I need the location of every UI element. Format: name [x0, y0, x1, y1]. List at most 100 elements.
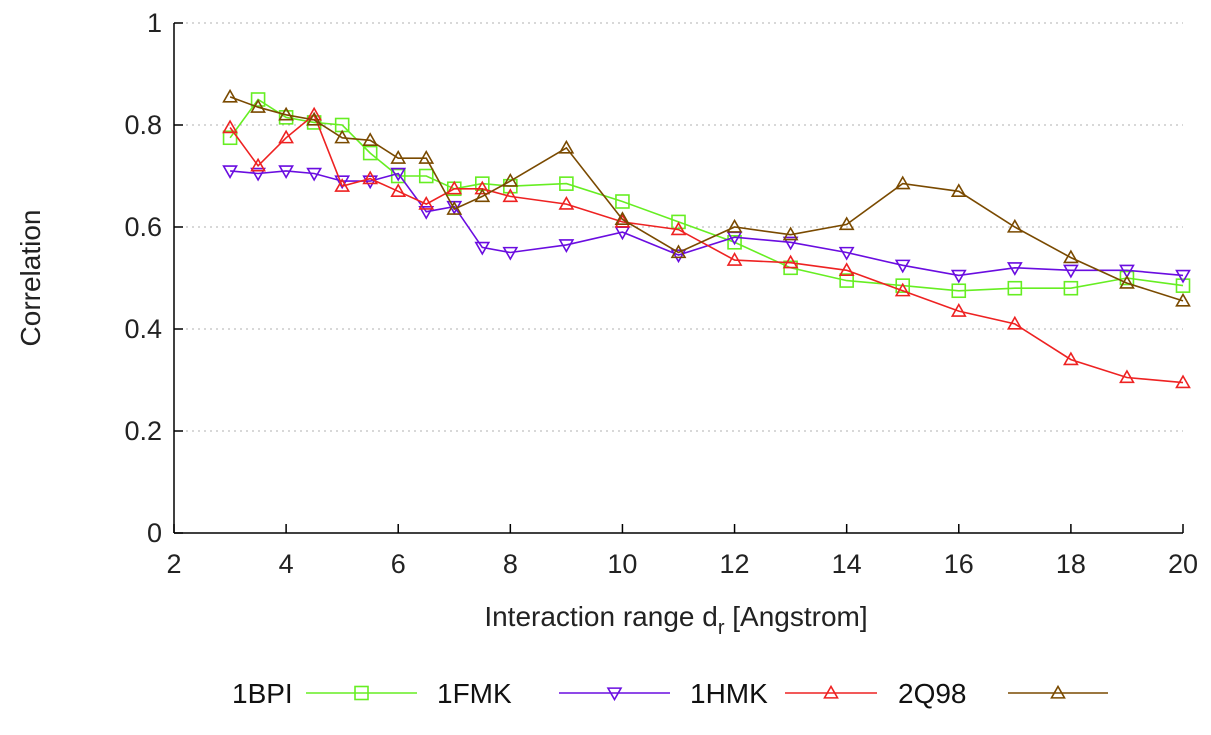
data-point — [726, 252, 743, 266]
y-axis-title: Correlation — [15, 210, 46, 347]
data-point — [950, 183, 967, 197]
data-point — [418, 195, 435, 210]
y-tick-label: 0.4 — [124, 314, 162, 344]
x-tick-label: 20 — [1168, 549, 1198, 579]
x-tick-label: 12 — [720, 549, 750, 579]
data-point — [558, 139, 575, 154]
data-point — [250, 99, 266, 113]
data-point — [390, 183, 407, 197]
x-tick-label: 10 — [607, 549, 637, 579]
data-point — [334, 178, 351, 192]
data-point — [446, 201, 463, 215]
data-point — [306, 167, 323, 182]
legend-label: 1BPI — [232, 678, 293, 709]
legend-item-1hmk: 1HMK — [690, 678, 877, 709]
x-axis-title: Interaction range dr [Angstrom] — [484, 601, 867, 639]
data-point — [559, 176, 574, 191]
data-point — [1006, 218, 1023, 233]
data-point — [222, 119, 238, 134]
series-1hmk — [222, 106, 1191, 389]
data-point — [1063, 280, 1079, 296]
legend-label: 1HMK — [690, 678, 768, 709]
data-point — [362, 170, 379, 185]
x-tick-label: 2 — [166, 549, 181, 579]
legend-marker — [823, 684, 839, 699]
series-1bpi — [222, 92, 1191, 299]
y-tick-label: 0.6 — [124, 212, 162, 242]
x-tick-label: 16 — [944, 549, 974, 579]
data-point — [894, 175, 911, 190]
grid-lines — [174, 22, 1183, 432]
data-point — [278, 165, 294, 180]
data-point — [362, 175, 379, 190]
data-point — [502, 172, 519, 187]
data-point — [950, 303, 967, 317]
data-point — [1175, 292, 1191, 307]
x-tick-label: 6 — [391, 549, 406, 579]
data-point — [222, 88, 238, 103]
legend-marker — [1050, 684, 1066, 699]
x-tick-label: 4 — [279, 549, 294, 579]
data-point — [1006, 262, 1023, 276]
data-point — [670, 249, 687, 264]
data-point — [250, 167, 266, 182]
series-line — [229, 98, 1184, 292]
legend-marker — [354, 685, 369, 701]
x-axis-title-main: Interaction range d — [484, 601, 718, 632]
data-point — [615, 194, 630, 209]
data-point — [838, 246, 855, 261]
data-point — [951, 283, 967, 299]
data-point — [1175, 278, 1191, 293]
data-point — [418, 150, 435, 164]
data-point — [278, 129, 294, 144]
data-point — [670, 244, 687, 259]
data-point — [895, 278, 911, 293]
x-axis-title-suffix: [Angstrom] — [725, 601, 868, 632]
x-axis-ticks: 2 4 6 8 10 12 14 16 18 20 — [166, 524, 1198, 579]
data-point — [894, 282, 911, 297]
series-2q98 — [222, 88, 1191, 307]
data-point — [390, 150, 407, 164]
y-tick-label: 0.8 — [124, 110, 162, 140]
data-point — [418, 168, 434, 184]
legend-item-1bpi: 1BPI — [232, 678, 417, 709]
legend-item-1fmk: 1FMK — [437, 678, 670, 709]
data-point — [671, 214, 686, 230]
data-point — [558, 239, 575, 253]
data-point — [362, 132, 379, 146]
x-tick-label: 8 — [503, 549, 518, 579]
legend-label: 2Q98 — [898, 678, 967, 709]
data-point — [1063, 249, 1079, 264]
y-axis-ticks: 0 0.2 0.4 0.6 0.8 1 — [124, 8, 183, 548]
y-tick-label: 0 — [147, 518, 162, 548]
data-point — [278, 110, 294, 125]
data-point — [782, 254, 799, 269]
axes — [173, 23, 1183, 534]
data-point — [726, 218, 743, 233]
data-point — [950, 269, 967, 284]
series-line — [229, 96, 1184, 302]
data-point — [390, 167, 407, 182]
data-point — [334, 175, 351, 190]
data-point — [670, 221, 687, 236]
legend-item-2q98: 2Q98 — [898, 678, 1108, 709]
series-line — [229, 113, 1184, 384]
data-point — [418, 206, 435, 220]
legend-label: 1FMK — [437, 678, 512, 709]
data-point — [1119, 270, 1135, 286]
data-point — [1119, 274, 1135, 289]
data-point — [558, 195, 575, 210]
y-tick-label: 1 — [147, 8, 162, 38]
data-point — [1175, 374, 1191, 389]
data-point — [502, 188, 519, 203]
data-point — [1175, 269, 1191, 284]
data-point — [446, 180, 463, 195]
data-point — [306, 111, 323, 126]
data-point — [894, 259, 911, 274]
y-tick-label: 0.2 — [124, 416, 162, 446]
series-line — [230, 170, 1184, 277]
data-point — [334, 129, 351, 144]
data-point — [1006, 315, 1023, 330]
data-point — [1063, 264, 1079, 279]
series-lines — [222, 88, 1191, 389]
